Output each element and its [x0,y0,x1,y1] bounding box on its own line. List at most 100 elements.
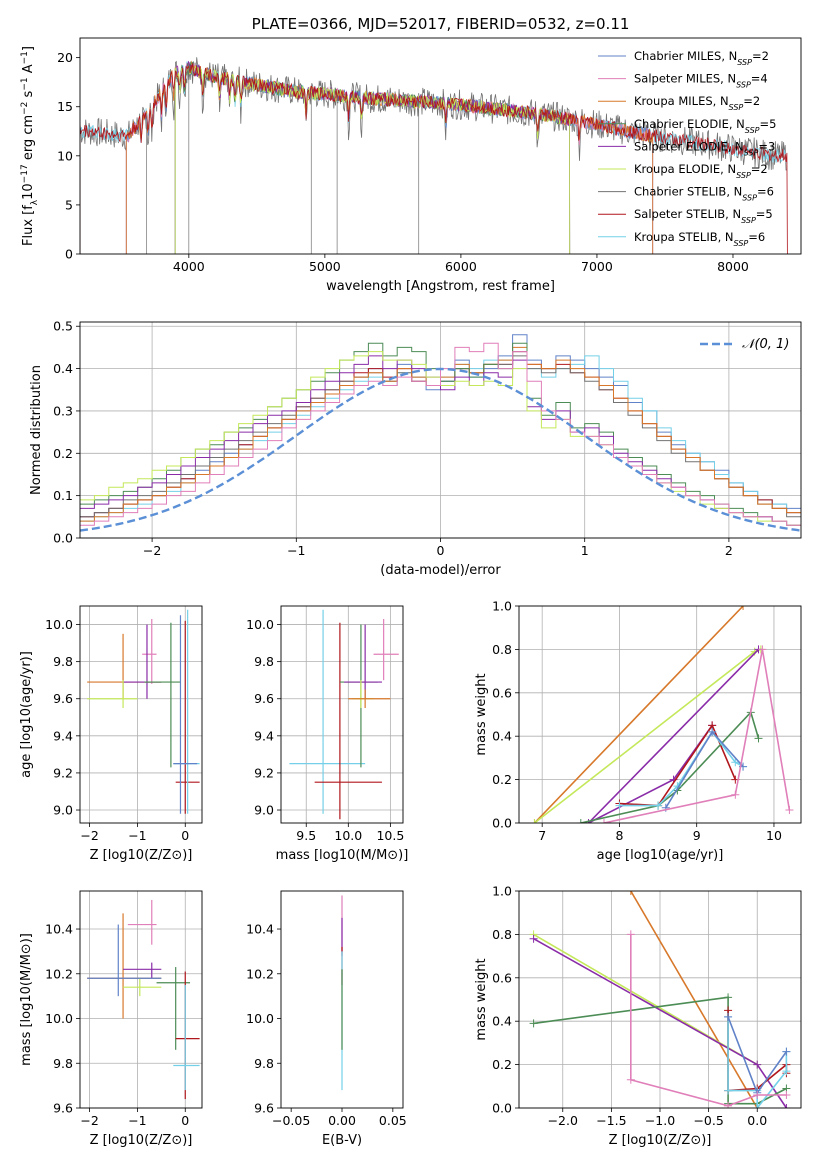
x-axis-label: mass [log10(M/M⊙)] [276,848,409,863]
weight-marker [530,819,539,823]
weight-marker [753,1104,762,1108]
x-tick-label: 1 [581,543,589,558]
y-tick-label: 0.6 [492,685,512,700]
y-tick-label: 9.6 [254,1101,274,1116]
legend-entry: Kroupa ELODIE, NSSP=2 [634,162,768,180]
y-tick-label: 0.2 [53,446,73,461]
weight-marker [599,819,608,823]
weight-marker [782,1047,791,1056]
x-tick-label: −1 [128,1113,146,1128]
y-axis-label: mass weight [474,958,489,1040]
legend-entry: Kroupa STELIB, NSSP=6 [634,230,765,248]
y-tick-label: 0.0 [53,531,73,546]
x-tick-label: 0 [181,1113,189,1128]
axes-frame [518,890,802,1109]
age-vs-mass-panel: 9.5 10.0 10.5 9.0 9.2 9.4 9.6 9.8 10.0 mass [log1… [246,605,409,863]
x-axis-label: wavelength [Angstrom, rest frame] [326,279,555,294]
weight-marker [758,645,767,654]
y-tick-label: 0.8 [492,642,512,657]
histogram-salpeter-miles [80,342,801,526]
weight-marker [724,1101,733,1108]
x-tick-label: 5000 [309,259,341,274]
y-axis-label: Normed distribution [29,365,44,495]
x-tick-label: 4000 [173,259,205,274]
x-tick-label: 10.5 [376,828,404,843]
y-tick-label: 9.6 [53,1101,73,1116]
legend-entry: Salpeter STELIB, NSSP=5 [634,207,773,225]
weight-marker [753,1090,762,1099]
spectrum-series-kroupa-miles [125,60,654,254]
mass-vs-EBV-panel: −0.05 0.00 0.05 9.6 9.8 10.0 10.2 10.4 E(B-V) [246,890,407,1148]
legend-entry: Chabrier ELODIE, NSSP=5 [634,117,776,135]
weight-marker [626,891,635,895]
weight-series-salpeter-miles [603,649,791,823]
weight-marker [731,790,740,799]
spectrum-series-kroupa-elodie [174,65,571,254]
x-tick-label: 9.5 [296,828,316,843]
y-tick-label: 9.0 [53,803,73,818]
legend-entry: Kroupa MILES, NSSP=2 [634,94,760,112]
weight-marker [724,993,733,1002]
y-tick-label: 1.0 [492,884,512,899]
axes-frame [280,605,404,824]
y-tick-label: 5 [65,197,73,212]
y-tick-label: 9.8 [254,1056,274,1071]
x-tick-label: 0.0 [747,1113,767,1128]
normal-reference-curve [80,367,801,532]
y-tick-label: 10.0 [246,1011,274,1026]
x-tick-label: 0 [181,828,189,843]
weight-marker [782,1090,791,1099]
legend-entry: Chabrier STELIB, NSSP=6 [634,185,774,203]
x-tick-label: −2 [80,1113,98,1128]
weight-marker [753,1060,762,1069]
axes-frame [79,605,203,824]
weight-series-chabrier-elodie [580,710,760,823]
spectrum-series-salpeter-stelib [80,63,788,254]
spectrum-panel: 4000 5000 6000 7000 8000 0 5 10 15 20 PLATE=0366, … [20,15,802,294]
weight-series-kroupa-miles [630,891,758,1108]
legend-entry: Salpeter ELODIE, NSSP=3 [634,139,775,157]
weight-marker [529,1019,538,1028]
x-axis-label: Z [log10(Z/Z⊙)] [90,1133,193,1148]
y-tick-label: 9.6 [254,691,274,706]
x-axis-label: (data-model)/error [380,563,501,578]
weight-vs-Z-panel: −2.0 −1.5 −1.0 −0.5 0.0 0.0 0.2 0.4 0.6 0.8 1.0 Z [… [474,884,802,1148]
y-tick-label: 9.8 [254,654,274,669]
y-tick-label: 10.4 [246,922,274,937]
age-vs-Z-panel: −2 −1 0 9.0 9.2 9.4 9.6 9.8 10.0 Z [log10(Z/Z⊙)] a… [19,605,203,863]
y-tick-label: 10.4 [45,922,73,937]
y-tick-label: 1.0 [492,599,512,614]
weight-marker [576,819,585,823]
y-tick-label: 0.3 [53,403,73,418]
y-tick-label: 0.4 [492,1014,512,1029]
x-axis-label: Z [log10(Z/Z⊙)] [90,848,193,863]
x-tick-label: 8 [615,828,623,843]
x-tick-label: 7000 [581,259,613,274]
x-tick-label: 0.00 [328,1113,356,1128]
weight-series-salpeter-stelib [619,723,737,807]
weight-marker [529,934,538,943]
x-tick-label: −2 [80,828,98,843]
x-tick-label: 7 [538,828,546,843]
weight-marker [626,1075,635,1084]
y-tick-label: 10.2 [246,966,274,981]
y-tick-label: 0.8 [492,927,512,942]
y-tick-label: 0.0 [492,816,512,831]
y-tick-label: 0.4 [492,729,512,744]
y-tick-label: 10.0 [45,1011,73,1026]
weight-marker [724,1086,733,1095]
x-tick-label: −1 [287,543,305,558]
weight-marker [708,727,717,736]
weight-marker [739,606,748,610]
weight-series-salpeter-elodie [587,648,760,823]
x-tick-label: 2 [725,543,733,558]
x-tick-label: 0.05 [379,1113,407,1128]
x-tick-label: −1.5 [596,1113,626,1128]
x-tick-label: −2.0 [548,1113,578,1128]
weight-marker [754,734,763,743]
y-tick-label: 10 [57,148,73,163]
y-tick-label: 9.8 [53,654,73,669]
weight-marker [782,1104,791,1108]
y-tick-label: 9.8 [53,1056,73,1071]
